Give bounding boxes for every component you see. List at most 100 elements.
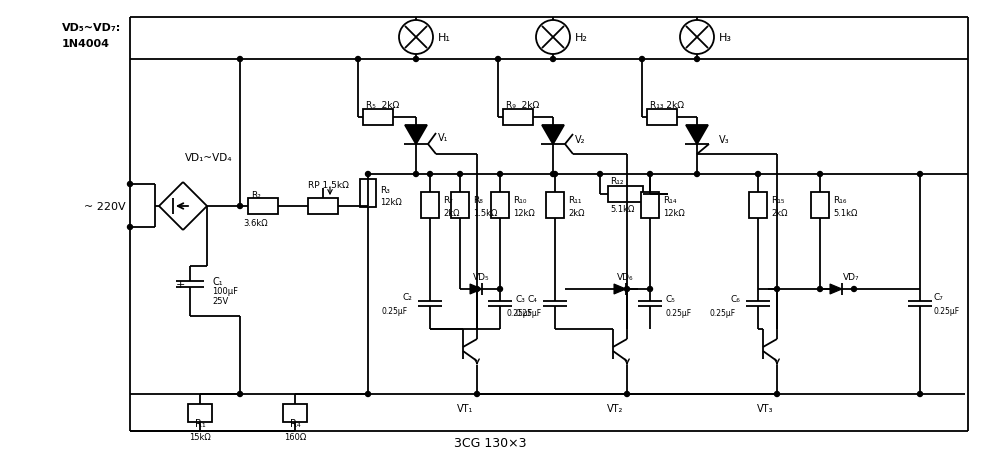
Polygon shape bbox=[830, 284, 842, 294]
Circle shape bbox=[355, 57, 360, 62]
Bar bbox=[248, 198, 278, 214]
Bar bbox=[546, 192, 564, 218]
Text: R₁: R₁ bbox=[195, 418, 206, 428]
Circle shape bbox=[413, 57, 418, 62]
Text: 3CG 130×3: 3CG 130×3 bbox=[454, 436, 526, 450]
Text: 3.6kΩ: 3.6kΩ bbox=[244, 218, 269, 227]
Bar bbox=[308, 198, 338, 214]
Text: C₇: C₇ bbox=[934, 293, 944, 302]
Bar bbox=[360, 180, 376, 207]
Text: 0.25μF: 0.25μF bbox=[934, 307, 960, 316]
Polygon shape bbox=[686, 126, 708, 145]
Text: C₂: C₂ bbox=[402, 293, 412, 302]
Text: V₁: V₁ bbox=[438, 133, 449, 143]
Text: R₉  2kΩ: R₉ 2kΩ bbox=[506, 100, 539, 109]
Circle shape bbox=[413, 172, 418, 177]
Circle shape bbox=[818, 287, 823, 292]
Text: 1N4004: 1N4004 bbox=[62, 39, 110, 49]
Text: C₁: C₁ bbox=[212, 276, 222, 286]
Text: R₁₂: R₁₂ bbox=[610, 176, 624, 185]
Circle shape bbox=[474, 287, 479, 292]
Circle shape bbox=[756, 172, 761, 177]
Text: 2kΩ: 2kΩ bbox=[568, 208, 584, 217]
Text: VT₂: VT₂ bbox=[607, 403, 623, 413]
Bar bbox=[451, 192, 469, 218]
Text: 2kΩ: 2kΩ bbox=[443, 208, 460, 217]
Bar bbox=[811, 192, 829, 218]
Text: VT₁: VT₁ bbox=[457, 403, 473, 413]
Text: 15kΩ: 15kΩ bbox=[189, 433, 211, 441]
Circle shape bbox=[695, 57, 700, 62]
Text: H₃: H₃ bbox=[719, 33, 732, 43]
Text: 12kΩ: 12kΩ bbox=[380, 197, 401, 206]
Circle shape bbox=[536, 21, 570, 55]
Circle shape bbox=[550, 57, 556, 62]
Text: R₁₄: R₁₄ bbox=[663, 195, 677, 204]
Text: 100μF: 100μF bbox=[212, 287, 238, 296]
Text: VD₅: VD₅ bbox=[473, 273, 490, 282]
Polygon shape bbox=[542, 126, 564, 145]
Text: 0.25μF: 0.25μF bbox=[515, 309, 541, 318]
Text: C₄: C₄ bbox=[527, 295, 537, 304]
Text: 0.25μF: 0.25μF bbox=[507, 309, 533, 318]
Circle shape bbox=[774, 287, 779, 292]
Text: 0.25μF: 0.25μF bbox=[709, 309, 736, 318]
Text: R₁₁: R₁₁ bbox=[568, 195, 582, 204]
Bar bbox=[283, 404, 307, 422]
Text: R₇: R₇ bbox=[443, 195, 453, 204]
Circle shape bbox=[917, 392, 923, 397]
Text: C₅: C₅ bbox=[665, 295, 675, 304]
Circle shape bbox=[625, 392, 630, 397]
Text: VD₁~VD₄: VD₁~VD₄ bbox=[185, 153, 232, 162]
Circle shape bbox=[128, 182, 133, 187]
Bar bbox=[749, 192, 767, 218]
Text: +: + bbox=[175, 279, 185, 289]
Text: R₁₆: R₁₆ bbox=[833, 195, 846, 204]
Bar bbox=[188, 404, 212, 422]
Text: 160Ω: 160Ω bbox=[283, 433, 306, 441]
Text: ~ 220V: ~ 220V bbox=[85, 202, 126, 212]
Text: C₃: C₃ bbox=[515, 295, 524, 304]
Text: 12kΩ: 12kΩ bbox=[513, 208, 534, 217]
Text: 1.5kΩ: 1.5kΩ bbox=[473, 208, 497, 217]
Circle shape bbox=[818, 172, 823, 177]
Text: 25V: 25V bbox=[212, 297, 228, 306]
Bar bbox=[421, 192, 439, 218]
Text: H₁: H₁ bbox=[438, 33, 451, 43]
Polygon shape bbox=[614, 284, 626, 294]
Text: VD₅~VD₇:: VD₅~VD₇: bbox=[62, 23, 121, 33]
Circle shape bbox=[625, 287, 630, 292]
Circle shape bbox=[695, 172, 700, 177]
Circle shape bbox=[774, 392, 779, 397]
Polygon shape bbox=[405, 126, 427, 145]
Circle shape bbox=[647, 172, 652, 177]
Circle shape bbox=[474, 392, 479, 397]
Text: R₁₅: R₁₅ bbox=[771, 195, 784, 204]
Bar bbox=[491, 192, 509, 218]
Text: VT₃: VT₃ bbox=[757, 403, 773, 413]
Bar bbox=[641, 192, 659, 218]
Circle shape bbox=[237, 392, 242, 397]
Circle shape bbox=[552, 172, 558, 177]
Text: C₆: C₆ bbox=[730, 295, 740, 304]
Text: 5.1kΩ: 5.1kΩ bbox=[833, 208, 857, 217]
Circle shape bbox=[128, 225, 133, 230]
Circle shape bbox=[237, 204, 242, 209]
Bar bbox=[608, 187, 643, 202]
Text: VD₆: VD₆ bbox=[617, 273, 634, 282]
Bar bbox=[503, 110, 533, 126]
Circle shape bbox=[647, 287, 652, 292]
Text: R₅  2kΩ: R₅ 2kΩ bbox=[366, 100, 400, 109]
Circle shape bbox=[496, 57, 501, 62]
Circle shape bbox=[399, 21, 433, 55]
Text: 12kΩ: 12kΩ bbox=[663, 208, 685, 217]
Bar bbox=[647, 110, 677, 126]
Text: R₄: R₄ bbox=[289, 418, 300, 428]
Circle shape bbox=[640, 57, 645, 62]
Circle shape bbox=[365, 392, 371, 397]
Circle shape bbox=[237, 57, 242, 62]
Text: R₁₀: R₁₀ bbox=[513, 195, 526, 204]
Circle shape bbox=[851, 287, 856, 292]
Text: 0.25μF: 0.25μF bbox=[382, 307, 408, 316]
Circle shape bbox=[458, 172, 462, 177]
